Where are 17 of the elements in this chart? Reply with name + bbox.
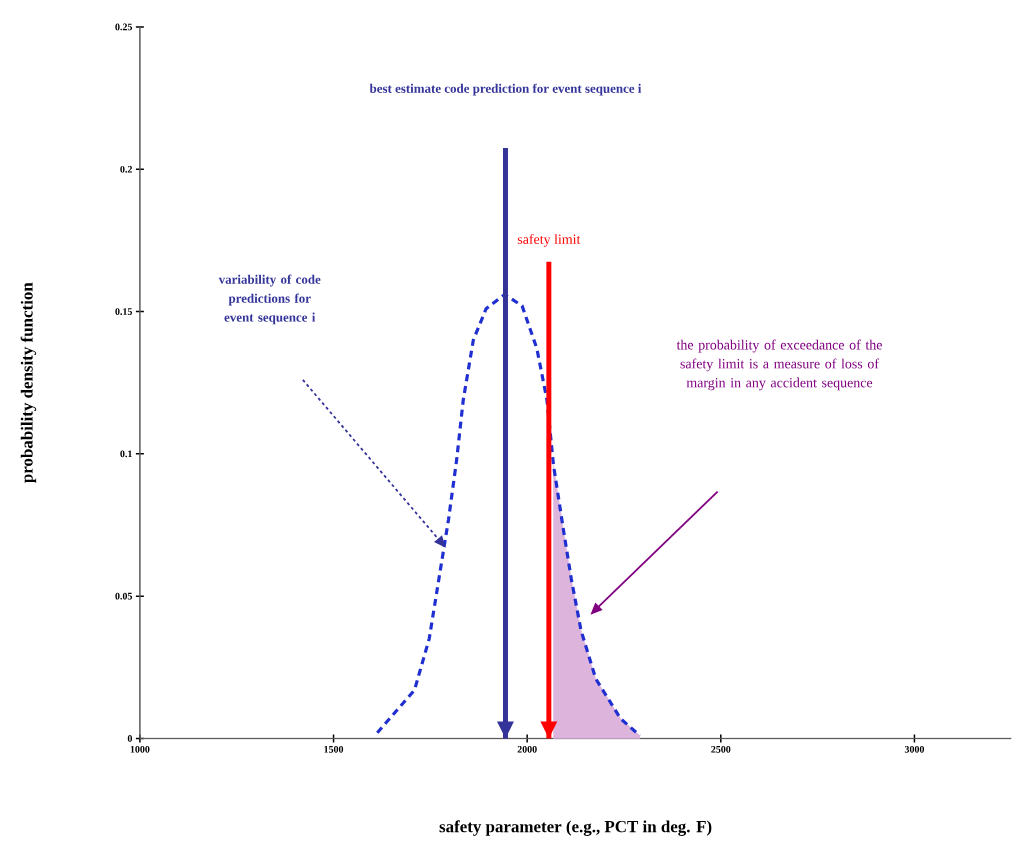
- ref-line-label: safety limit: [517, 233, 581, 247]
- annotation: the probability of exceedance of the safety limit is a measure of loss of margin in any accident sequence: [676, 339, 882, 391]
- y-axis-title: probability density function: [20, 282, 37, 483]
- annotation: variability of code predictions for event sequence i: [218, 274, 321, 325]
- ref-line-label: best estimate code prediction for event sequence i: [369, 83, 642, 96]
- y-tick-label: 0.15: [115, 308, 133, 315]
- x-tick-label: 1000: [130, 745, 150, 753]
- x-axis-title: safety parameter (e.g., PCT in deg. F): [439, 820, 712, 836]
- x-tick-label: 2500: [711, 745, 731, 753]
- x-tick-label: 1500: [324, 745, 344, 753]
- y-tick-label: 0: [127, 734, 133, 742]
- y-tick-label: 0.1: [120, 450, 132, 458]
- x-tick-label: 3000: [904, 745, 925, 753]
- y-tick-label: 0.25: [115, 23, 133, 31]
- y-tick-label: 0.05: [115, 592, 133, 600]
- y-tick-label: 0.2: [120, 165, 132, 173]
- x-tick-label: 2000: [517, 745, 537, 753]
